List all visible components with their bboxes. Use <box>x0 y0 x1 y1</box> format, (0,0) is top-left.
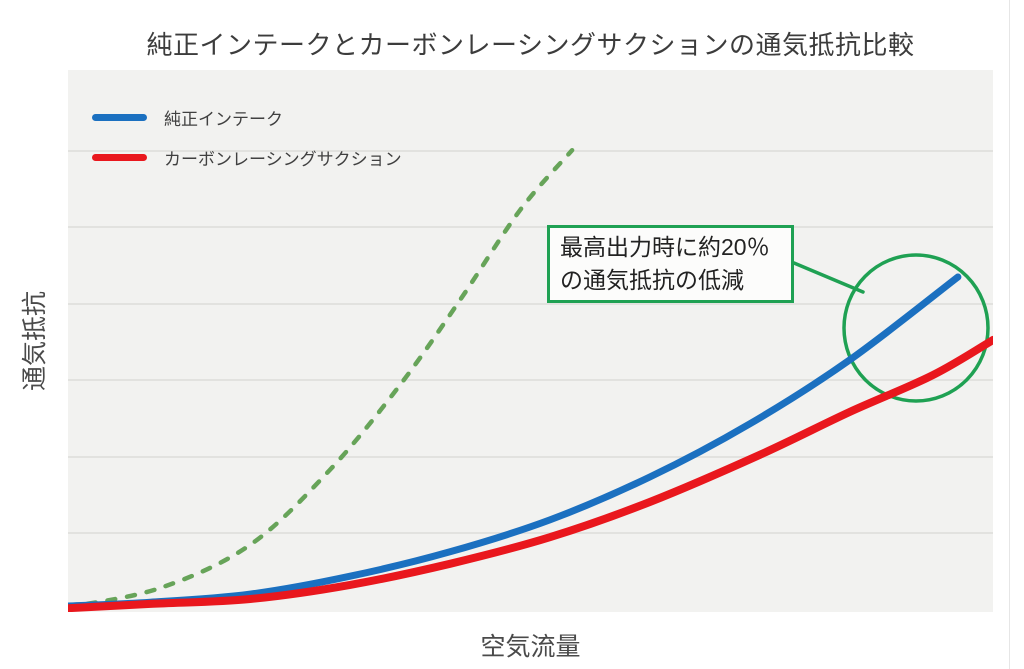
series-line-dashed-reference <box>68 147 575 610</box>
legend-swatch-blue <box>92 113 147 121</box>
annotation-line-2: の通気抵抗の低減 <box>560 267 744 293</box>
x-axis-label: 空気流量 <box>480 633 581 661</box>
series-line-stock-intake <box>68 273 962 610</box>
annotation-line-1: 最高出力時に約20％ <box>560 234 770 260</box>
legend: 純正インテーク カーボンレーシングサクション <box>92 106 402 186</box>
legend-label-stock: 純正インテーク <box>164 109 283 129</box>
annotation-connector-line <box>792 261 865 294</box>
annotation-circle <box>842 253 990 403</box>
plot-area: 純正インテーク カーボンレーシングサクション 最高出力時に約20％ の通気抵抗の… <box>68 70 993 612</box>
legend-label-carbon: カーボンレーシングサクション <box>164 149 402 169</box>
image-edge-line <box>1009 0 1010 669</box>
legend-item-stock: 純正インテーク <box>92 106 402 129</box>
legend-swatch-red <box>92 153 147 161</box>
series-line-carbon-suction <box>68 335 993 612</box>
annotation-callout-box: 最高出力時に約20％ の通気抵抗の低減 <box>547 225 794 303</box>
chart-canvas <box>68 147 993 612</box>
chart-title: 純正インテークとカーボンレーシングサクションの通気抵抗比較 <box>146 30 915 60</box>
legend-item-carbon: カーボンレーシングサクション <box>92 146 402 169</box>
y-axis-label: 通気抵抗 <box>21 290 49 392</box>
